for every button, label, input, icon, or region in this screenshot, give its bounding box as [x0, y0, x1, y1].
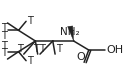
Text: NH₂: NH₂ [60, 27, 79, 37]
Text: T: T [27, 56, 33, 66]
Text: T: T [1, 23, 7, 33]
Text: T: T [33, 44, 39, 54]
Text: OH: OH [106, 45, 123, 55]
Text: T: T [39, 44, 45, 54]
Text: T: T [56, 44, 62, 54]
Text: T: T [1, 31, 7, 41]
Text: T: T [1, 48, 7, 58]
Text: T: T [27, 16, 33, 26]
Text: O: O [76, 51, 85, 62]
Polygon shape [68, 26, 74, 41]
Text: T: T [1, 41, 7, 51]
Text: T: T [17, 44, 23, 54]
